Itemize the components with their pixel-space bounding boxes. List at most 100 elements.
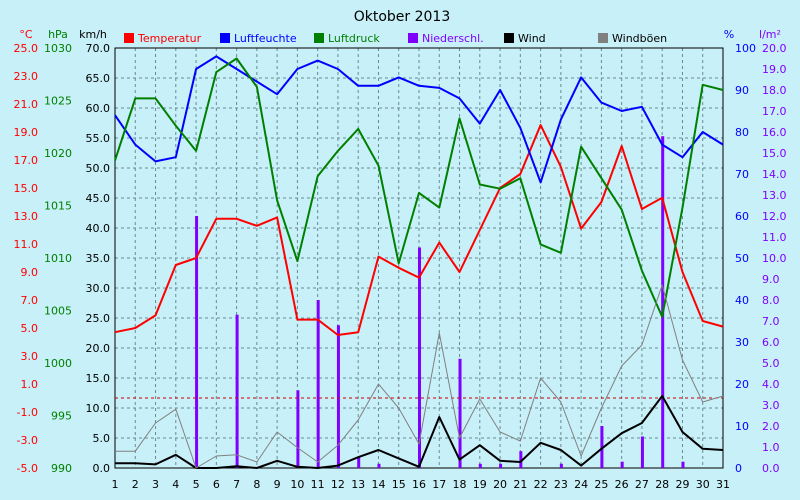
rain-tick-label: 5.0 (762, 357, 780, 370)
legend-label-wind: Wind (518, 32, 546, 45)
wind-tick-label: 70.0 (86, 42, 111, 55)
x-tick-label: 9 (274, 478, 281, 491)
rain-tick-label: 18.0 (762, 84, 787, 97)
wind-tick-label: 35.0 (86, 252, 111, 265)
wind-tick-label: 50.0 (86, 162, 111, 175)
wind-tick-label: 15.0 (86, 372, 111, 385)
wind-tick-label: 5.0 (93, 432, 111, 445)
rain-bar (458, 358, 462, 468)
x-tick-label: 15 (392, 478, 406, 491)
wind-axis-unit: km/h (79, 28, 107, 41)
wind-tick-label: 45.0 (86, 192, 111, 205)
rain-bar (600, 426, 604, 468)
x-tick-label: 4 (172, 478, 179, 491)
pressure-tick-label: 1025 (44, 95, 72, 108)
temp-tick-label: -3.0 (17, 434, 38, 447)
x-tick-label: 24 (574, 478, 588, 491)
wind-tick-label: 55.0 (86, 132, 111, 145)
humidity-tick-label: 70 (735, 168, 749, 181)
x-tick-label: 30 (696, 478, 710, 491)
legend-swatch-temperatur (124, 33, 134, 43)
legend-label-temperatur: Temperatur (137, 32, 202, 45)
rain-tick-label: 2.0 (762, 420, 780, 433)
temp-tick-label: 19.0 (14, 126, 39, 139)
temp-tick-label: 7.0 (21, 294, 39, 307)
rain-bar (519, 451, 523, 468)
wind-tick-label: 65.0 (86, 72, 111, 85)
x-tick-label: 12 (331, 478, 345, 491)
rain-bar (499, 463, 503, 468)
legend-swatch-windboeen (598, 33, 608, 43)
humidity-tick-label: 80 (735, 126, 749, 139)
rain-bar (195, 216, 199, 468)
rain-tick-label: 20.0 (762, 42, 787, 55)
x-tick-label: 8 (253, 478, 260, 491)
rain-tick-label: 7.0 (762, 315, 780, 328)
humidity-tick-label: 0 (735, 462, 742, 475)
pressure-tick-label: 1000 (44, 357, 72, 370)
rain-tick-label: 4.0 (762, 378, 780, 391)
temp-tick-label: 25.0 (14, 42, 39, 55)
legend-label-luftdruck: Luftdruck (328, 32, 380, 45)
humidity-tick-label: 10 (735, 420, 749, 433)
rain-bar (336, 325, 340, 468)
legend-label-niederschlag: Niederschl. (422, 32, 484, 45)
rain-bar (478, 463, 482, 468)
temp-axis-unit: °C (19, 28, 33, 41)
x-tick-label: 29 (675, 478, 689, 491)
temp-tick-label: 23.0 (14, 70, 39, 83)
pressure-tick-label: 995 (51, 410, 72, 423)
x-tick-label: 3 (152, 478, 159, 491)
series-line-wind (115, 395, 724, 469)
pressure-tick-label: 1020 (44, 147, 72, 160)
legend-swatch-wind (504, 33, 514, 43)
rain-bars (195, 136, 685, 468)
tick-labels: 1 2 3 4 5 6 7 8 9 10 11 12 13 14 15 16 17 18 19 20 21 22 23 24 2… (14, 42, 787, 491)
rain-tick-label: 11.0 (762, 231, 787, 244)
x-tick-label: 28 (655, 478, 669, 491)
x-tick-label: 17 (432, 478, 446, 491)
x-tick-label: 5 (193, 478, 200, 491)
x-tick-label: 31 (716, 478, 730, 491)
x-tick-label: 14 (371, 478, 385, 491)
legend: Temperatur Luftfeuchte Luftdruck Nieders… (124, 32, 667, 45)
wind-tick-label: 20.0 (86, 342, 111, 355)
wind-tick-label: 25.0 (86, 312, 111, 325)
series-line-windb-en (115, 284, 724, 469)
legend-swatch-luftfeuchte (220, 33, 230, 43)
legend-swatch-luftdruck (314, 33, 324, 43)
temp-tick-label: 1.0 (21, 378, 39, 391)
wind-tick-label: 10.0 (86, 402, 111, 415)
x-tick-label: 20 (493, 478, 507, 491)
rain-tick-label: 13.0 (762, 189, 787, 202)
humidity-tick-label: 90 (735, 84, 749, 97)
rain-bar (357, 457, 361, 468)
wind-tick-label: 60.0 (86, 102, 111, 115)
x-tick-label: 7 (233, 478, 240, 491)
temp-tick-label: 17.0 (14, 154, 39, 167)
rain-bar (316, 300, 320, 468)
rain-tick-label: 12.0 (762, 210, 787, 223)
rain-tick-label: 16.0 (762, 126, 787, 139)
rain-tick-label: 8.0 (762, 294, 780, 307)
pressure-tick-label: 1015 (44, 200, 72, 213)
x-tick-label: 25 (594, 478, 608, 491)
x-tick-label: 19 (473, 478, 487, 491)
x-tick-label: 6 (213, 478, 220, 491)
rain-tick-label: 1.0 (762, 441, 780, 454)
x-tick-label: 13 (351, 478, 365, 491)
humidity-tick-label: 30 (735, 336, 749, 349)
x-tick-label: 21 (513, 478, 527, 491)
rain-tick-label: 14.0 (762, 168, 787, 181)
pressure-tick-label: 1005 (44, 305, 72, 318)
rain-axis-unit: l/m² (759, 28, 781, 41)
temp-tick-label: 21.0 (14, 98, 39, 111)
pressure-tick-label: 990 (51, 462, 72, 475)
temp-tick-label: 13.0 (14, 210, 39, 223)
temp-tick-label: 5.0 (21, 322, 39, 335)
rain-bar (296, 390, 300, 468)
chart-title: Oktober 2013 (354, 9, 451, 25)
humidity-tick-label: 40 (735, 294, 749, 307)
